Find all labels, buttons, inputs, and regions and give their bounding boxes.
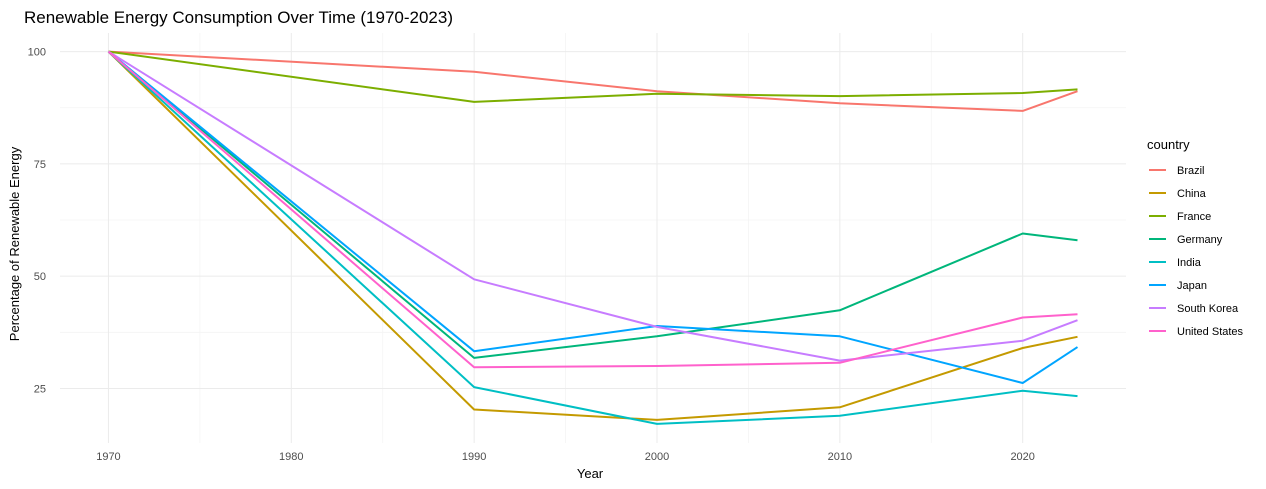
series-line-india bbox=[107, 50, 1078, 425]
legend-label-united-states: United States bbox=[1177, 326, 1244, 338]
x-tick-label: 2020 bbox=[1010, 451, 1034, 463]
x-tick-label: 1980 bbox=[279, 451, 303, 463]
legend-label-brazil: Brazil bbox=[1177, 165, 1205, 177]
x-tick-label: 1990 bbox=[462, 451, 486, 463]
y-tick-label: 75 bbox=[34, 159, 46, 171]
legend-label-germany: Germany bbox=[1177, 234, 1223, 246]
x-tick-labels: 1970 1980 1990 2000 2010 2020 bbox=[96, 451, 1035, 463]
legend: country Brazil China France Germany India Jap… bbox=[1147, 137, 1244, 338]
y-tick-label: 25 bbox=[34, 383, 46, 395]
legend-label-japan: Japan bbox=[1177, 280, 1207, 292]
series-line-south-korea bbox=[107, 50, 1078, 362]
legend-label-south-korea: South Korea bbox=[1177, 303, 1239, 315]
legend-label-india: India bbox=[1177, 257, 1202, 269]
series-line-japan bbox=[107, 50, 1079, 384]
y-axis-label: Percentage of Renewable Energy bbox=[7, 146, 22, 341]
series-line-brazil bbox=[108, 50, 1078, 112]
chart-title: Renewable Energy Consumption Over Time (… bbox=[24, 8, 453, 27]
x-tick-label: 2000 bbox=[645, 451, 669, 463]
legend-label-france: France bbox=[1177, 211, 1211, 223]
series-line-germany bbox=[107, 50, 1078, 359]
legend-label-china: China bbox=[1177, 188, 1207, 200]
legend-title: country bbox=[1147, 137, 1190, 152]
series-line-china bbox=[107, 50, 1078, 421]
y-tick-label: 100 bbox=[28, 47, 46, 59]
x-axis-label: Year bbox=[577, 466, 604, 481]
x-tick-label: 1970 bbox=[96, 451, 120, 463]
x-tick-label: 2010 bbox=[828, 451, 852, 463]
series-line-united-states bbox=[107, 50, 1078, 369]
y-tick-label: 50 bbox=[34, 271, 46, 283]
series-lines bbox=[107, 50, 1079, 425]
y-tick-labels: 25 50 75 100 bbox=[28, 47, 46, 396]
series-line-france bbox=[108, 50, 1078, 103]
